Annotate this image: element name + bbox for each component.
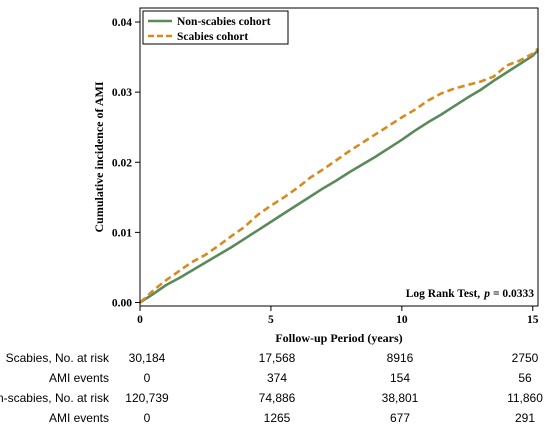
x-axis-label: Follow-up Period (years) — [275, 331, 402, 345]
risk-cell: 8916 — [386, 351, 414, 365]
risk-cell: 120,739 — [125, 391, 169, 405]
legend-box — [142, 10, 289, 45]
log-rank-prefix: Log Rank Test, — [406, 288, 481, 300]
risk-cell: 154 — [389, 371, 411, 385]
risk-cell: 56 — [518, 371, 532, 385]
number-at-risk-table: Scabies, No. at risk 30,184 17,568 8916 … — [0, 347, 550, 427]
y-tick-label: 0.01 — [112, 227, 132, 239]
series-line-scabies — [139, 47, 539, 304]
y-tick-label: 0.04 — [112, 17, 132, 29]
series-line-non-scabies — [139, 49, 539, 304]
log-rank-value: = 0.0333 — [493, 288, 534, 300]
log-rank-annotation: Log Rank Test, p = 0.0333 — [406, 288, 535, 300]
risk-cell: 0 — [143, 411, 151, 425]
x-tick-label: 0 — [137, 314, 143, 326]
risk-row-label: AMI events — [48, 371, 109, 385]
risk-cell: 374 — [266, 371, 288, 385]
risk-cell: 38,801 — [381, 391, 419, 405]
y-tick-label: 0.03 — [112, 87, 132, 99]
legend-label-non-scabies: Non-scabies cohort — [177, 16, 271, 28]
x-tick-label: 15 — [527, 314, 539, 326]
cumulative-incidence-chart: 0 5 10 15 0.00 0.01 0.02 0.03 0.04 Cumulative in… — [92, 7, 539, 345]
risk-row-label: Scabies, No. at risk — [5, 351, 109, 365]
risk-cell: 11,860 — [507, 391, 543, 405]
legend: Non-scabies cohort Scabies cohort — [142, 10, 289, 45]
legend-label-scabies: Scabies cohort — [177, 31, 248, 43]
risk-cell: 30,184 — [128, 351, 166, 365]
risk-cell: 291 — [514, 411, 536, 425]
y-tick-label: 0.00 — [112, 297, 132, 309]
risk-cell: 74,886 — [258, 391, 296, 405]
log-rank-p-symbol: p — [483, 288, 490, 300]
y-axis-label: Cumulative incidence of AMI — [92, 81, 106, 232]
risk-cell: 0 — [143, 371, 151, 385]
risk-cell: 2750 — [511, 351, 539, 365]
risk-cell: 677 — [389, 411, 411, 425]
risk-cell: 17,568 — [258, 351, 296, 365]
x-tick-label: 10 — [396, 314, 408, 326]
x-tick-label: 5 — [268, 314, 274, 326]
risk-row-label: Non-scabies, No. at risk — [0, 391, 109, 405]
risk-cell: 1265 — [263, 411, 291, 425]
plot-frame — [139, 7, 539, 307]
y-tick-label: 0.02 — [112, 157, 132, 169]
risk-row-label: AMI events — [48, 411, 109, 425]
